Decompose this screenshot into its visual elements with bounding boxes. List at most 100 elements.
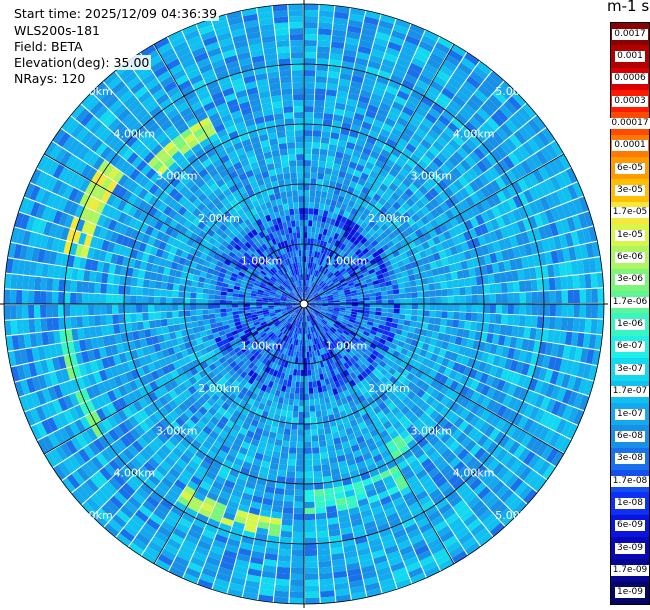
range-gate	[195, 434, 206, 445]
range-gate	[539, 381, 550, 396]
range-gate	[289, 344, 294, 351]
range-gate	[355, 258, 363, 265]
range-gate	[251, 550, 265, 559]
range-gate	[316, 286, 321, 292]
range-gate	[281, 385, 287, 392]
range-gate	[178, 517, 193, 529]
range-gate	[365, 161, 375, 171]
range-gate	[155, 421, 166, 433]
range-gate	[311, 320, 315, 326]
range-gate	[435, 355, 444, 365]
range-gate	[23, 183, 35, 199]
range-gate	[509, 459, 523, 474]
range-gate	[304, 58, 316, 65]
range-gate	[238, 413, 247, 422]
range-gate	[439, 223, 449, 233]
range-gate	[362, 167, 372, 176]
range-gate	[338, 275, 345, 281]
range-gate	[376, 219, 385, 228]
range-gate	[356, 315, 363, 320]
range-gate	[154, 312, 161, 320]
range-gate	[304, 363, 308, 370]
range-gate	[286, 302, 293, 304]
range-gate	[525, 304, 532, 316]
range-gate	[546, 448, 559, 464]
range-gate	[274, 296, 281, 299]
range-gate	[360, 237, 368, 245]
range-gate	[313, 269, 317, 276]
range-gate	[304, 513, 316, 520]
range-gate	[549, 222, 559, 237]
range-gate	[496, 203, 507, 216]
range-gate	[408, 274, 416, 282]
range-gate	[482, 139, 495, 153]
range-gate	[424, 462, 437, 474]
range-gate	[474, 527, 489, 542]
range-gate	[261, 357, 269, 365]
ray	[53, 304, 304, 481]
range-gate	[178, 392, 188, 403]
range-gate	[328, 376, 335, 384]
range-gate	[328, 350, 334, 358]
range-gate	[392, 435, 403, 445]
range-gate	[387, 289, 394, 295]
range-gate	[352, 246, 359, 253]
range-gate	[235, 477, 247, 487]
range-gate	[108, 477, 122, 491]
range-gate	[288, 374, 293, 381]
range-gate	[499, 141, 513, 156]
range-gate	[410, 428, 421, 439]
range-gate	[190, 523, 204, 535]
range-gate	[332, 292, 339, 297]
range-gate	[524, 351, 533, 364]
range-gate	[265, 399, 273, 407]
range-gate	[337, 195, 345, 203]
range-gate	[305, 309, 309, 316]
range-gate	[217, 470, 229, 480]
range-gate	[318, 554, 331, 562]
range-gate	[281, 320, 287, 326]
range-gate	[291, 417, 298, 424]
range-gate	[345, 294, 352, 298]
ray	[14, 212, 304, 304]
range-gate	[252, 544, 266, 553]
range-gate	[196, 287, 204, 294]
range-gate	[322, 334, 327, 341]
range-gate	[346, 304, 352, 307]
range-gate	[315, 506, 326, 514]
range-gate	[416, 174, 427, 185]
range-gate	[507, 304, 515, 315]
range-gate	[327, 305, 334, 307]
range-gate	[342, 319, 349, 324]
range-gate	[416, 517, 430, 529]
range-gate	[315, 296, 321, 300]
range-gate	[449, 413, 460, 425]
range-gate	[93, 371, 103, 384]
range-gate	[318, 336, 324, 343]
range-gate	[380, 64, 394, 74]
range-gate	[296, 459, 304, 466]
range-gate	[541, 355, 551, 369]
range-gate	[347, 413, 356, 422]
range-gate	[207, 334, 215, 341]
range-gate	[362, 247, 370, 255]
range-gate	[388, 393, 398, 402]
range-gate	[122, 406, 133, 419]
range-gate	[427, 344, 436, 353]
range-gate	[538, 252, 547, 266]
range-gate	[427, 323, 435, 331]
range-gate	[58, 292, 65, 304]
range-gate	[183, 449, 195, 460]
range-gate	[136, 278, 144, 288]
range-gate	[310, 184, 317, 191]
range-gate	[348, 463, 358, 472]
range-gate	[483, 342, 492, 353]
range-gate	[305, 315, 307, 322]
range-gate	[304, 136, 313, 143]
range-gate	[576, 259, 585, 275]
range-gate	[346, 257, 353, 264]
range-gate	[443, 186, 455, 198]
range-gate	[392, 289, 400, 295]
range-gate	[234, 357, 242, 365]
range-gate	[370, 239, 379, 248]
